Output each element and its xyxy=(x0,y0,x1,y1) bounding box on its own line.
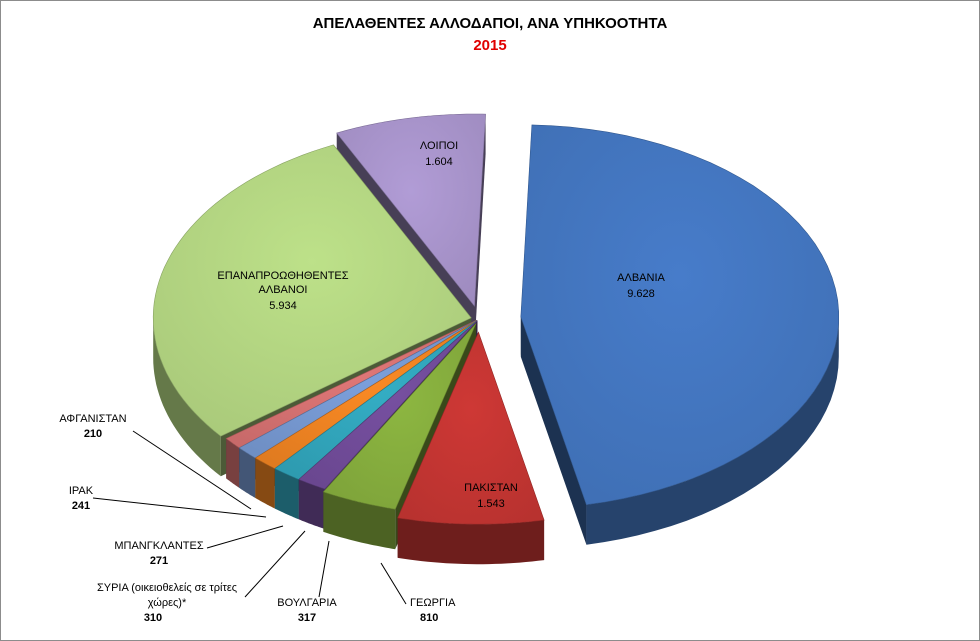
leader-line-bulgaria xyxy=(318,540,330,598)
label-bangladesh: ΜΠΑΝΓΚΛΑΝΤΕΣ xyxy=(114,540,203,552)
chart-title: ΑΠΕΛΑΘΕΝΤΕΣ ΑΛΛΟΔΑΠΟΙ, ΑΝΑ ΥΠΗΚΟΟΤΗΤΑ xyxy=(312,15,668,32)
value-afghanistan: 210 xyxy=(84,428,102,440)
slice-wall-others xyxy=(474,114,486,347)
leader-line-syria xyxy=(244,530,306,598)
chart-subtitle: 2015 xyxy=(473,37,507,54)
value-readmitted-albanians: 5.934 xyxy=(269,300,297,312)
slice-top-iraq xyxy=(238,319,477,459)
value-bulgaria: 317 xyxy=(298,612,316,624)
label-readmitted-albanians: ΑΛΒΑΝΟΙ xyxy=(259,284,308,296)
value-albania: 9.628 xyxy=(627,288,655,300)
slice-rim-iraq xyxy=(239,447,256,498)
label-readmitted-albanians: ΕΠΑΝΑΠΡΟΩΘΗΘΕΝΤΕΣ xyxy=(217,270,348,282)
slice-top-pakistan xyxy=(397,331,545,525)
label-afghanistan: ΑΦΓΑΝΙΣΤΑΝ xyxy=(59,413,126,425)
value-georgia: 810 xyxy=(420,612,438,624)
leader-line-iraq xyxy=(92,497,267,518)
value-iraq: 241 xyxy=(72,500,90,512)
slice-top-syria xyxy=(274,320,478,480)
slice-rim-readmitted-albanians xyxy=(153,317,221,477)
slice-top-albania xyxy=(520,124,839,506)
slice-top-georgia xyxy=(322,323,477,510)
slice-rim-afghanistan xyxy=(226,438,240,488)
slice-rim-albania xyxy=(586,316,839,545)
leader-line-bangladesh xyxy=(206,525,284,549)
slice-rim-bangladesh xyxy=(255,458,275,509)
label-syria: χώρες)* xyxy=(148,597,187,609)
value-bangladesh: 271 xyxy=(150,555,168,567)
slice-top-afghanistan xyxy=(225,319,477,449)
leader-line-afghanistan xyxy=(132,430,252,510)
label-georgia: ΓΕΩΡΓΙΑ xyxy=(410,597,456,609)
label-others: ΛΟΙΠΟΙ xyxy=(420,140,458,152)
slice-wall-albania xyxy=(520,316,587,545)
slice-rim-bulgaria xyxy=(298,479,325,529)
slice-rim-syria xyxy=(274,468,299,520)
slice-rim-pakistan xyxy=(397,517,545,565)
value-pakistan: 1.543 xyxy=(477,498,505,510)
label-iraq: ΙΡΑΚ xyxy=(69,485,94,497)
slice-albania xyxy=(520,124,839,545)
label-bulgaria: ΒΟΥΛΓΑΡΙΑ xyxy=(277,597,337,609)
slice-top-readmitted-albanians xyxy=(152,144,472,437)
value-syria: 310 xyxy=(144,612,162,624)
slice-top-others xyxy=(336,113,486,307)
slice-top-bangladesh xyxy=(254,320,478,469)
label-syria: ΣΥΡΙΑ (οικειοθελείς σε τρίτες xyxy=(97,582,237,594)
slice-pakistan xyxy=(397,331,545,565)
label-albania: ΑΛΒΑΝΙΑ xyxy=(617,272,665,284)
leader-line-georgia xyxy=(380,562,407,605)
slice-top-bulgaria xyxy=(298,320,478,490)
value-others: 1.604 xyxy=(425,156,453,168)
label-pakistan: ΠΑΚΙΣΤΑΝ xyxy=(464,482,518,494)
